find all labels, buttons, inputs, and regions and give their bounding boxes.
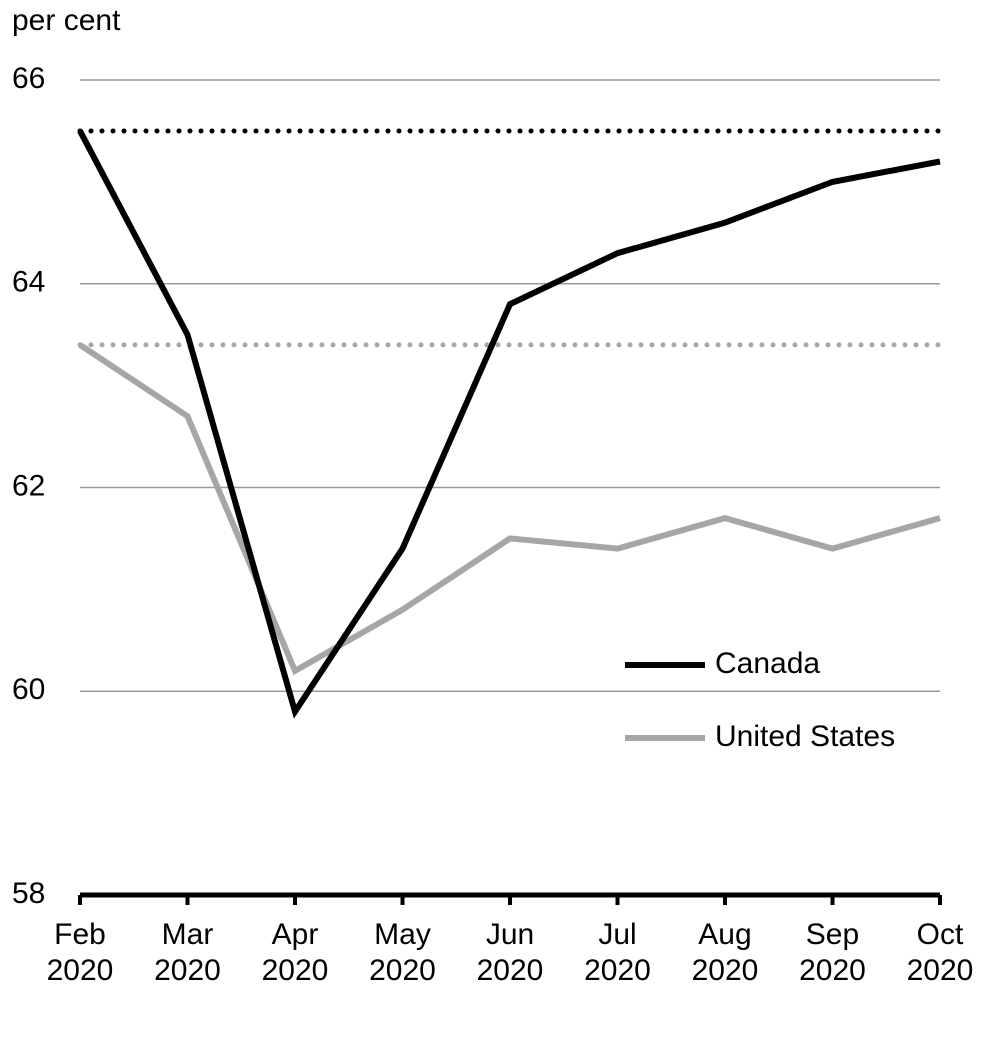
y-tick-label: 64 xyxy=(12,266,45,299)
legend-label: Canada xyxy=(715,647,820,680)
x-tick-label: May 2020 xyxy=(369,918,436,987)
x-tick-label: Apr 2020 xyxy=(261,918,329,987)
y-axis-label: per cent xyxy=(12,4,121,37)
y-tick-label: 60 xyxy=(12,673,45,706)
y-tick-label: 66 xyxy=(12,62,45,95)
series-line xyxy=(77,129,941,719)
x-tick-label: Jul 2020 xyxy=(584,918,651,987)
x-tick-label: Mar 2020 xyxy=(154,918,221,987)
x-tick-label: Feb 2020 xyxy=(46,918,114,987)
x-tick-label: Sep 2020 xyxy=(799,918,866,987)
x-tick-label: Aug 2020 xyxy=(691,918,759,987)
y-tick-label: 58 xyxy=(12,877,45,910)
y-tick-label: 62 xyxy=(12,469,45,502)
x-tick-label: Jun 2020 xyxy=(476,918,544,987)
legend-label: United States xyxy=(715,720,895,753)
x-tick-label: Oct 2020 xyxy=(906,918,974,987)
series-line xyxy=(78,342,941,676)
